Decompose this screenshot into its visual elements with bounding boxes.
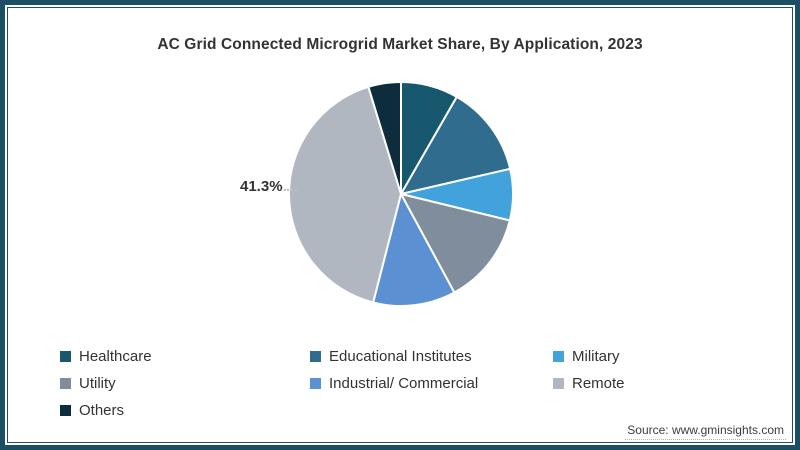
legend-swatch-industrial-commercial — [310, 378, 321, 389]
legend-swatch-military — [553, 351, 564, 362]
legend-swatch-healthcare — [60, 351, 71, 362]
legend-swatch-remote — [553, 378, 564, 389]
legend: Healthcare Educational Institutes Military… — [60, 346, 743, 421]
pie-svg — [288, 81, 514, 307]
legend-item-others: Others — [60, 400, 310, 421]
legend-label-healthcare: Healthcare — [79, 348, 152, 365]
legend-item-healthcare: Healthcare — [60, 346, 310, 367]
legend-label-others: Others — [79, 402, 125, 419]
leader-line — [284, 189, 297, 191]
pie-slice-educational-institutes — [400, 95, 512, 195]
legend-label-educational-institutes: Educational Institutes — [329, 348, 472, 365]
legend-swatch-others — [60, 405, 71, 416]
legend-label-industrial-commercial: Industrial/ Commercial — [329, 375, 479, 392]
legend-item-remote: Remote — [553, 373, 743, 394]
legend-swatch-utility — [60, 378, 71, 389]
legend-label-utility: Utility — [79, 375, 116, 392]
legend-item-utility: Utility — [60, 373, 310, 394]
legend-item-industrial-commercial: Industrial/ Commercial — [310, 373, 553, 394]
pie-slice-industrial-commercial — [372, 193, 456, 307]
legend-item-military: Military — [553, 346, 743, 367]
pie-slice-others — [367, 81, 402, 195]
source-note: Source: www.gminsights.com — [625, 423, 786, 440]
pie-chart — [286, 79, 516, 309]
legend-label-remote: Remote — [572, 375, 625, 392]
chart-canvas: AC Grid Connected Microgrid Market Share… — [7, 7, 793, 443]
legend-swatch-educational-institutes — [310, 351, 321, 362]
pie-slice-remote — [288, 85, 402, 304]
chart-title: AC Grid Connected Microgrid Market Share… — [157, 36, 643, 53]
data-label-remote: 41.3% — [240, 178, 283, 195]
legend-label-military: Military — [572, 348, 620, 365]
pie-slice-utility — [400, 193, 511, 294]
legend-item-educational-institutes: Educational Institutes — [310, 346, 553, 367]
